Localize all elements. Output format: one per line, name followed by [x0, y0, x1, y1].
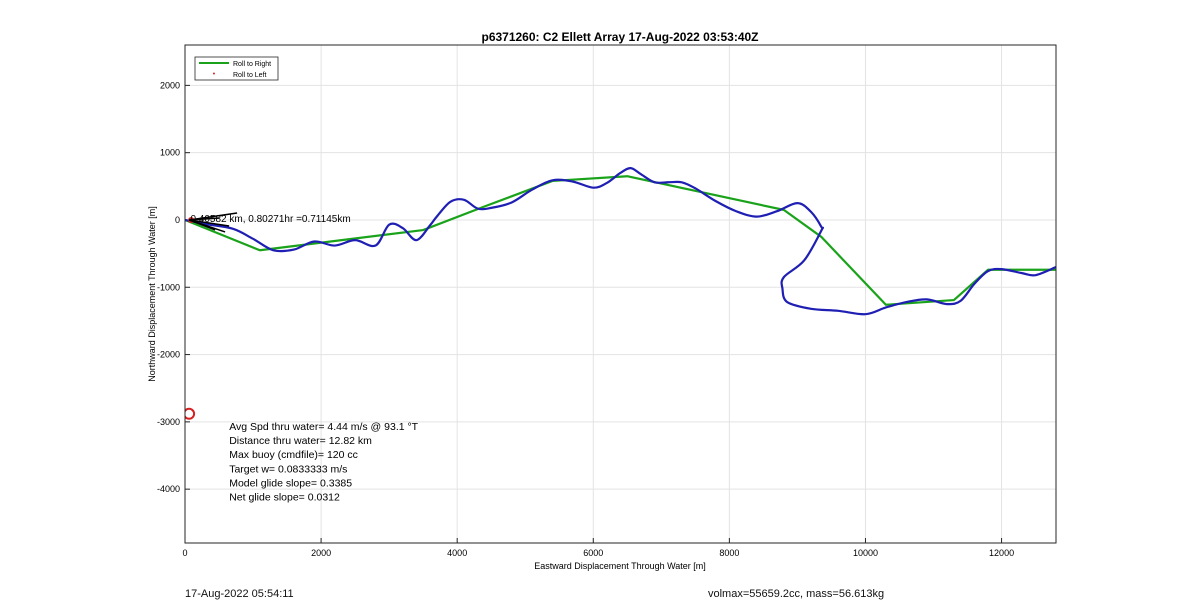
plot-frame: [184, 44, 1057, 544]
legend: Roll to Right • Roll to Left: [194, 56, 279, 81]
series-trajectory-line: [185, 167, 1056, 316]
stats-line: Net glide slope= 0.0312: [229, 492, 340, 504]
current-vector-arrow: [188, 219, 230, 227]
y-tick-label: -1000: [157, 282, 180, 292]
x-tick-label: 8000: [719, 548, 739, 558]
footer-timestamp: 17-Aug-2022 05:54:11: [185, 588, 294, 600]
x-axis-label: Eastward Displacement Through Water [m]: [534, 561, 706, 571]
legend-label-roll-right: Roll to Right: [233, 61, 271, 68]
stats-line: Model glide slope= 0.3385: [229, 477, 352, 489]
series-group: [185, 167, 1056, 420]
series-roll-right-line: [185, 175, 1056, 306]
y-tick-label: -3000: [157, 417, 180, 427]
grid: [184, 45, 1056, 543]
roll-left-marker: [185, 407, 196, 420]
current-vector-arrow: [188, 219, 216, 231]
current-vector-arrow: [189, 217, 220, 221]
footer-vehicle-info: volmax=55659.2cc, mass=56.613kg: [708, 588, 885, 600]
x-tick-label: 10000: [853, 548, 878, 558]
plot-area: [185, 45, 1056, 543]
chart-title: p6371260: C2 Ellett Array 17-Aug-2022 03…: [481, 30, 758, 44]
series-layer: [185, 167, 1056, 420]
y-tick-label: -2000: [157, 350, 180, 360]
x-tick-label: 4000: [447, 548, 467, 558]
y-tick-label: -4000: [157, 484, 180, 494]
legend-label-roll-left: Roll to Left: [233, 72, 267, 79]
legend-swatch-roll-left: •: [213, 71, 216, 78]
x-tick-label: 12000: [989, 548, 1014, 558]
stats-line: Distance thru water= 12.82 km: [229, 435, 372, 447]
stats-line: Target w= 0.0833333 m/s: [229, 463, 347, 475]
y-tick-labels: 2000 1000 0 -1000 -2000 -3000 -4000: [157, 80, 180, 494]
stats-line: Avg Spd thru water= 4.44 m/s @ 93.1 °T: [229, 421, 418, 433]
x-tick-labels: 0 2000 4000 6000 8000 10000 12000: [182, 548, 1014, 558]
x-tick-label: 6000: [583, 548, 603, 558]
stats-line: Max buoy (cmdfile)= 120 cc: [229, 449, 358, 461]
x-tick-label: 0: [182, 548, 187, 558]
y-axis-label: Northward Displacement Through Water [m]: [147, 206, 157, 382]
y-tick-label: 0: [175, 215, 180, 225]
annotations: 0.40582 km, 0.80271hr =0.71145km Avg Spd …: [190, 214, 418, 504]
y-tick-label: 2000: [160, 80, 180, 90]
x-tick-label: 2000: [311, 548, 331, 558]
origin-annotation: 0.40582 km, 0.80271hr =0.71145km: [190, 214, 350, 225]
y-tick-label: 1000: [160, 148, 180, 158]
